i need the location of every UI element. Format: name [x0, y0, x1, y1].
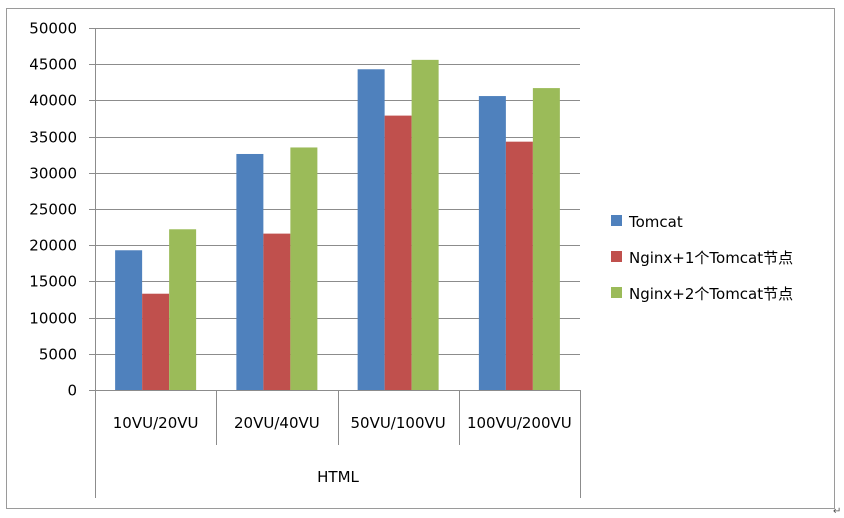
y-tick-label: 30000: [29, 165, 77, 183]
page-marker: ↵: [833, 506, 841, 517]
x-axis: 10VU/20VU 20VU/40VU 50VU/100VU 100VU/200VU: [113, 390, 581, 498]
y-tick-label: 35000: [29, 129, 77, 147]
y-tick-label: 25000: [29, 201, 77, 219]
x-tick-label: 20VU/40VU: [234, 414, 320, 432]
y-tick-label: 15000: [29, 273, 77, 291]
bar-1-2: [236, 153, 264, 390]
bar-3-3: [411, 59, 439, 391]
legend-swatch: [611, 251, 622, 262]
x-group-label: HTML: [317, 468, 359, 486]
y-axis: 0 5000 10000 15000 20000 25000 30000 35000 40000…: [29, 20, 96, 498]
bar-2-4: [505, 141, 533, 390]
y-tick-label: 50000: [29, 20, 77, 38]
bar-2-3: [384, 115, 412, 390]
legend-swatch: [611, 215, 622, 226]
legend-label: Nginx+1个Tomcat节点: [629, 249, 793, 267]
bar-3-2: [290, 147, 318, 390]
bar-1-4: [478, 96, 506, 390]
legend-label: Tomcat: [628, 213, 683, 231]
legend-swatch: [611, 287, 622, 298]
bar-1-1: [115, 250, 143, 390]
y-tick-label: 10000: [29, 310, 77, 328]
x-tick-label: 100VU/200VU: [467, 414, 572, 432]
bar-2-1: [142, 293, 170, 390]
x-tick-label: 50VU/100VU: [350, 414, 445, 432]
y-tick-label: 0: [67, 382, 77, 400]
bar-3-1: [169, 229, 197, 390]
y-tick-label: 20000: [29, 237, 77, 255]
y-tick-label: 40000: [29, 92, 77, 110]
x-tick-label: 10VU/20VU: [113, 414, 199, 432]
bar-3-4: [532, 88, 560, 390]
legend-label: Nginx+2个Tomcat节点: [629, 285, 793, 303]
bar-1-3: [357, 69, 385, 390]
y-tick-label: 5000: [39, 346, 77, 364]
legend: Tomcat Nginx+1个Tomcat节点 Nginx+2个Tomcat节点: [611, 213, 793, 303]
y-tick-label: 45000: [29, 56, 77, 74]
bar-2-2: [263, 233, 291, 390]
bars: [115, 59, 560, 391]
